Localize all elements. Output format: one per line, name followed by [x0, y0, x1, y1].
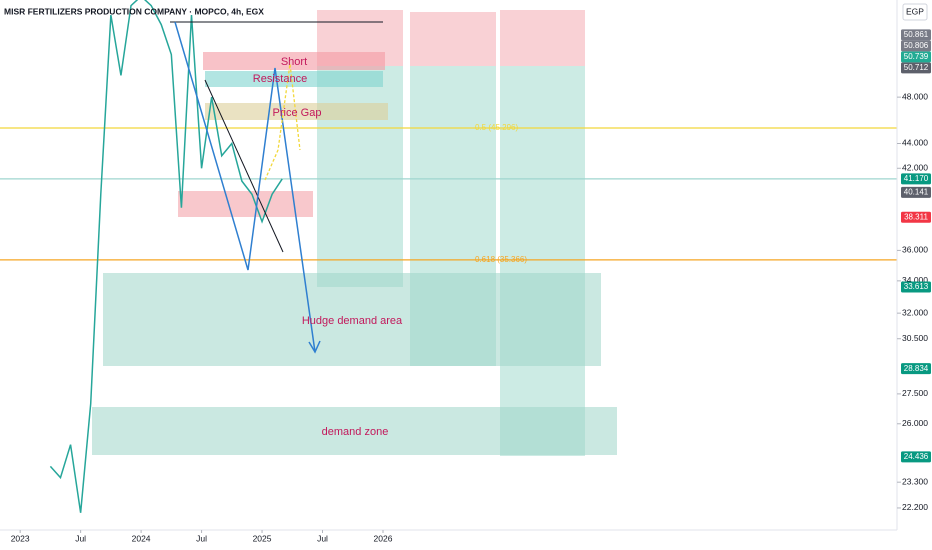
price-tag-label: 33.613	[904, 282, 929, 291]
price-tag-label: 50.739	[904, 52, 929, 61]
resistance-box	[205, 71, 383, 87]
price-tag	[901, 211, 931, 223]
annotation: Hudge demand area	[302, 315, 403, 327]
currency: EGP	[906, 6, 924, 16]
level-label: 0.5 (45.296)	[475, 123, 518, 132]
profit-zone	[500, 66, 585, 456]
price-line	[49, 0, 283, 513]
x-tick-label: Jul	[75, 533, 86, 543]
price-tag	[901, 363, 931, 375]
wave-path	[174, 21, 316, 353]
price-tag-label: 50.712	[904, 63, 929, 72]
price-tag	[901, 281, 931, 293]
y-tick-label: 42.000	[902, 163, 928, 173]
profit-zone	[317, 66, 403, 287]
y-tick-label: 22.200	[902, 502, 928, 512]
price-tag-label: 50.806	[904, 41, 929, 50]
target-zone	[410, 12, 496, 66]
price-gap-box	[205, 103, 388, 120]
y-tick-label: 44.000	[902, 138, 928, 148]
x-tick-label: 2023	[11, 533, 30, 543]
projection	[264, 63, 301, 181]
x-tick-label: 2024	[132, 533, 151, 543]
drawings: Short Resistance Price Gap Hudge demand …	[170, 21, 403, 438]
annotation: Short	[281, 56, 307, 68]
x-tick-label: Jul	[196, 533, 207, 543]
price-tag-label: 38.311	[904, 212, 928, 221]
trend-line	[204, 79, 284, 253]
y-tick-label: 26.000	[902, 418, 928, 428]
x-tick-label: 2026	[374, 533, 393, 543]
zones	[92, 10, 617, 456]
price-tag-label: 41.170	[904, 174, 929, 183]
y-tick-label: 30.500	[902, 333, 928, 343]
demand-area	[103, 273, 601, 366]
currency-box	[902, 3, 928, 21]
y-tick-label: 34.000	[902, 275, 928, 285]
price-tag	[901, 29, 931, 41]
price-tag-label: 24.436	[904, 452, 929, 461]
annotation: Price Gap	[273, 107, 322, 119]
price-tag	[901, 51, 931, 63]
x-tick-label: 2025	[253, 533, 272, 543]
y-tick-label: 27.500	[902, 388, 928, 398]
x-tick-label: Jul	[317, 533, 328, 543]
price-tag	[901, 186, 931, 198]
y-tick-label: 48.000	[902, 91, 928, 101]
red-box	[178, 191, 313, 217]
price-tag	[901, 62, 931, 74]
price-tag	[901, 173, 931, 185]
chart-title: MISR FERTILIZERS PRODUCTION COMPANY · MO…	[4, 6, 264, 16]
demand-zone	[92, 407, 617, 455]
price-tag	[901, 40, 931, 52]
annotation: Resistance	[253, 73, 307, 85]
price-tag-label: 28.834	[904, 364, 929, 373]
annotation: demand zone	[322, 426, 389, 438]
price-tag-label: 40.141	[904, 188, 929, 197]
target-zone	[500, 10, 585, 66]
y-tick-label: 32.000	[902, 307, 928, 317]
y-tick-label: 23.300	[902, 476, 928, 486]
price-tag	[901, 451, 931, 463]
price-tag-label: 50.861	[904, 30, 929, 39]
level-label: 0.618 (35.366)	[475, 255, 527, 264]
short-box	[203, 52, 385, 70]
y-tick-label: 36.000	[902, 245, 928, 255]
arrow-head	[308, 340, 321, 354]
